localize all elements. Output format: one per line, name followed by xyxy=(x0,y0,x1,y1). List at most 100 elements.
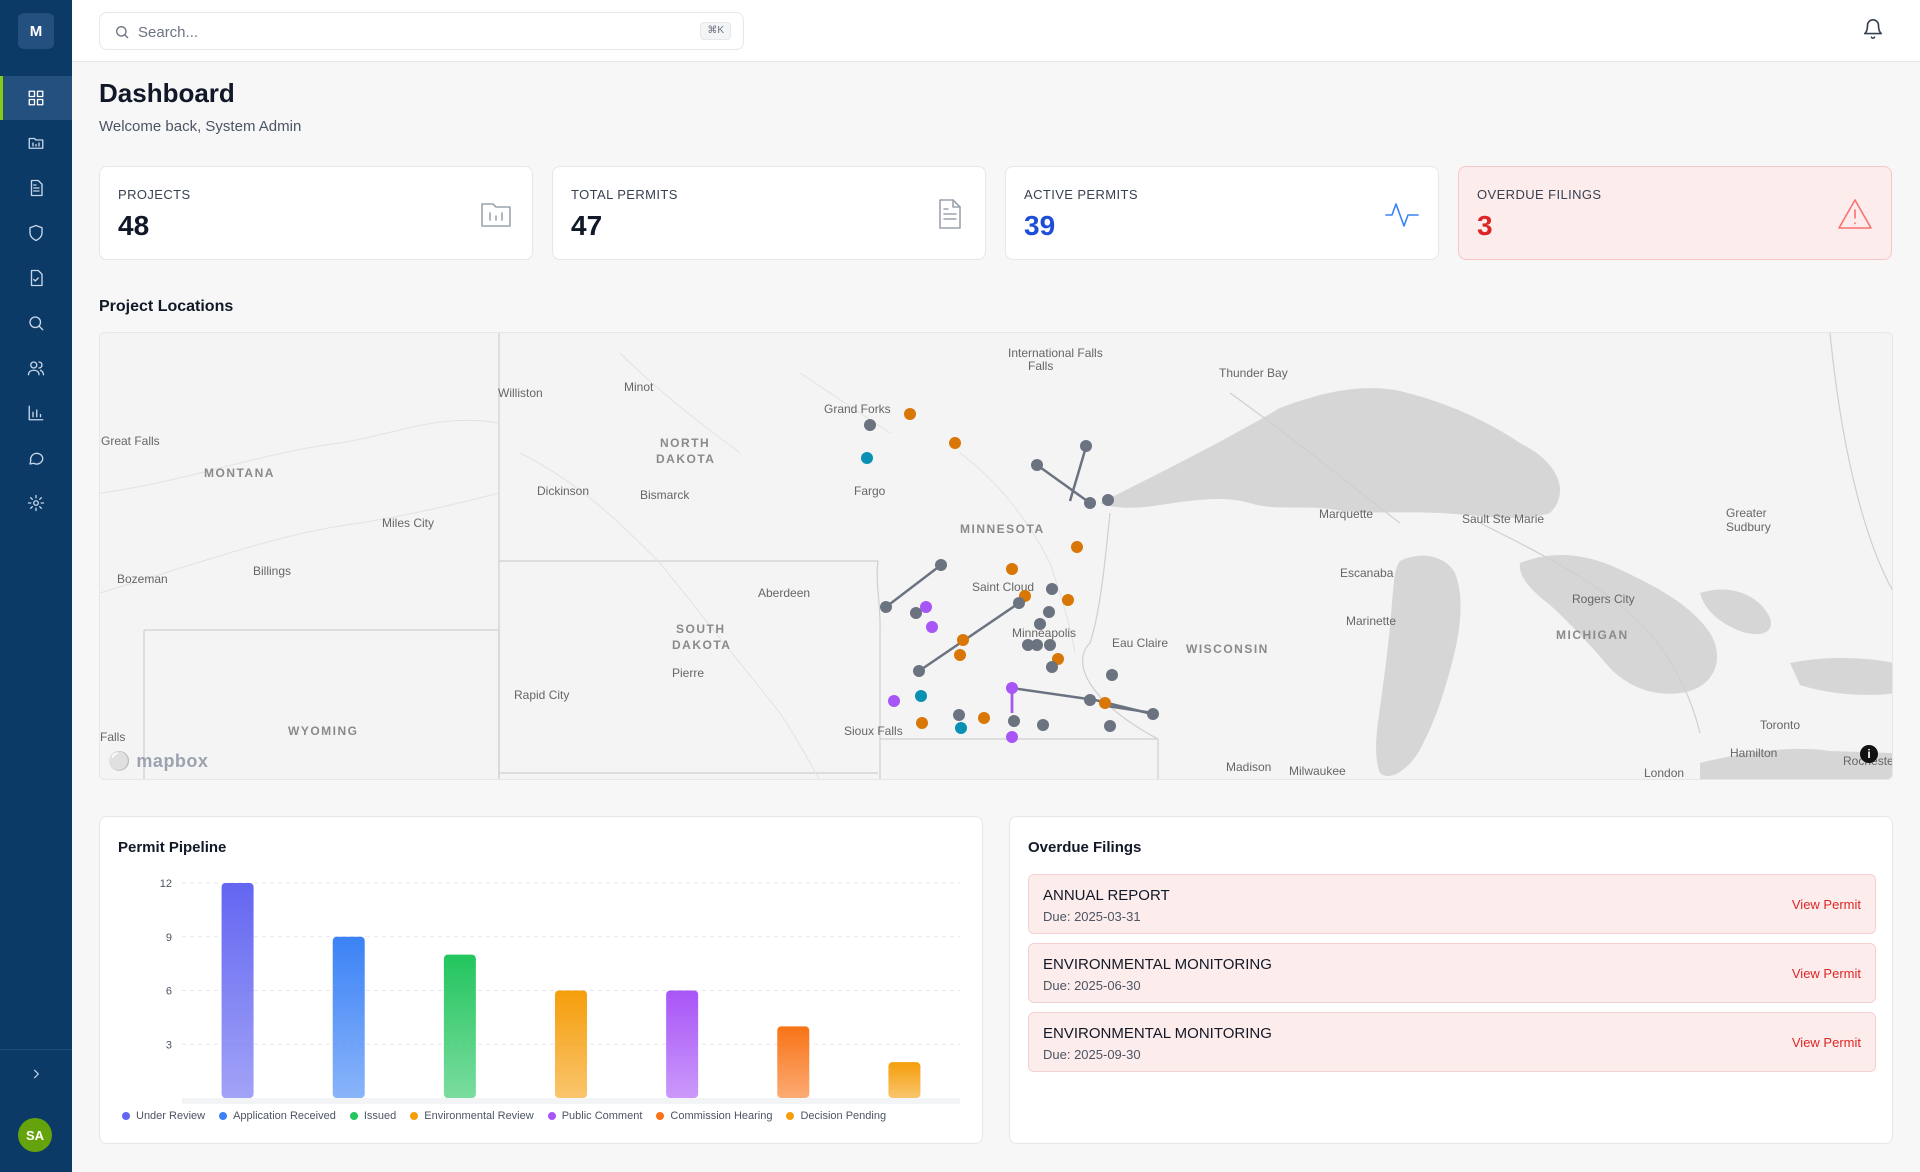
sidebar-item-compliance[interactable] xyxy=(0,211,72,255)
document-icon xyxy=(931,196,967,232)
project-marker[interactable] xyxy=(935,559,947,571)
project-marker[interactable] xyxy=(888,695,900,707)
project-marker[interactable] xyxy=(978,712,990,724)
project-marker[interactable] xyxy=(916,717,928,729)
project-marker[interactable] xyxy=(1037,719,1049,731)
view-permit-link[interactable]: View Permit xyxy=(1791,897,1861,912)
sidebar-item-filings[interactable] xyxy=(0,256,72,300)
stat-card-active-permits[interactable]: ACTIVE PERMITS 39 xyxy=(1005,166,1439,260)
sidebar-item-messages[interactable] xyxy=(0,436,72,480)
map-label: Eau Claire xyxy=(1112,636,1168,650)
project-marker[interactable] xyxy=(1080,440,1092,452)
project-marker[interactable] xyxy=(880,601,892,613)
project-marker[interactable] xyxy=(1022,639,1034,651)
chart-bar[interactable] xyxy=(443,954,476,1098)
project-marker[interactable] xyxy=(926,621,938,633)
project-marker[interactable] xyxy=(920,601,932,613)
bar-chart-icon xyxy=(28,405,44,421)
chart-bar[interactable] xyxy=(221,883,254,1098)
project-marker[interactable] xyxy=(1006,682,1018,694)
y-tick-label: 12 xyxy=(160,878,172,890)
project-marker[interactable] xyxy=(1006,563,1018,575)
legend-item[interactable]: Under Review xyxy=(122,1110,205,1122)
project-marker[interactable] xyxy=(949,437,961,449)
notifications-button[interactable] xyxy=(1862,18,1886,42)
project-marker[interactable] xyxy=(915,690,927,702)
project-marker[interactable] xyxy=(864,419,876,431)
legend-item[interactable]: Issued xyxy=(349,1110,396,1122)
legend-item[interactable]: Public Comment xyxy=(547,1110,642,1122)
chart-bar[interactable] xyxy=(666,990,699,1099)
project-marker[interactable] xyxy=(913,665,925,677)
lake-superior xyxy=(1100,388,1560,518)
project-marker[interactable] xyxy=(1043,606,1055,618)
legend-item[interactable]: Decision Pending xyxy=(786,1110,886,1122)
project-marker[interactable] xyxy=(1147,708,1159,720)
view-permit-link[interactable]: View Permit xyxy=(1791,1035,1861,1050)
stat-card-projects[interactable]: PROJECTS 48 xyxy=(99,166,533,260)
map-label: Falls xyxy=(100,730,125,744)
project-marker[interactable] xyxy=(1106,669,1118,681)
search-box[interactable]: ⌘K xyxy=(99,12,744,50)
map-label: Williston xyxy=(498,386,543,400)
project-marker[interactable] xyxy=(1062,594,1074,606)
chart-bar[interactable] xyxy=(888,1062,921,1098)
stat-card-overdue-filings[interactable]: OVERDUE FILINGS 3 xyxy=(1458,166,1892,260)
sidebar-item-users[interactable] xyxy=(0,346,72,390)
legend-item[interactable]: Application Received xyxy=(219,1110,336,1122)
sidebar-item-dashboard[interactable] xyxy=(0,76,72,120)
sidebar-item-settings[interactable] xyxy=(0,481,72,525)
legend-item[interactable]: Environmental Review xyxy=(410,1110,534,1122)
map-label: Madison xyxy=(1226,760,1271,774)
project-marker[interactable] xyxy=(1046,583,1058,595)
project-marker[interactable] xyxy=(1046,661,1058,673)
legend-item[interactable]: Commission Hearing xyxy=(656,1110,772,1122)
chart-bar[interactable] xyxy=(555,990,587,1099)
filing-due-date: Due: 2025-06-30 xyxy=(1043,978,1141,993)
project-marker[interactable] xyxy=(1031,459,1043,471)
mapbox-attribution: mapbox xyxy=(136,751,209,771)
project-markers xyxy=(861,408,1159,743)
chart-bar[interactable] xyxy=(332,936,365,1098)
user-avatar[interactable]: SA xyxy=(18,1118,52,1152)
project-locations-map[interactable]: International Falls Falls Thunder Bay Wi… xyxy=(99,332,1893,780)
map-label: Minot xyxy=(624,380,654,394)
project-marker[interactable] xyxy=(1044,639,1056,651)
sidebar-item-reports[interactable] xyxy=(0,391,72,435)
sidebar-item-projects[interactable] xyxy=(0,121,72,165)
stat-label: TOTAL PERMITS xyxy=(571,187,678,202)
project-marker[interactable] xyxy=(1031,639,1043,651)
project-marker[interactable] xyxy=(1006,731,1018,743)
map-label: International Falls xyxy=(1008,346,1103,360)
view-permit-link[interactable]: View Permit xyxy=(1791,966,1861,981)
chart-baseline xyxy=(182,1098,960,1104)
chart-bar[interactable] xyxy=(777,1026,810,1098)
project-marker[interactable] xyxy=(955,722,967,734)
project-marker[interactable] xyxy=(1071,541,1083,553)
project-marker[interactable] xyxy=(910,607,922,619)
search-icon xyxy=(116,26,129,39)
project-marker[interactable] xyxy=(1104,720,1116,732)
project-marker[interactable] xyxy=(1099,697,1111,709)
project-marker[interactable] xyxy=(904,408,916,420)
project-marker[interactable] xyxy=(1102,494,1114,506)
map-info-button[interactable]: i xyxy=(1860,745,1878,763)
project-marker[interactable] xyxy=(1084,497,1096,509)
sidebar-item-search[interactable] xyxy=(0,301,72,345)
project-marker[interactable] xyxy=(954,649,966,661)
map-label: Saint Cloud xyxy=(972,580,1034,594)
stat-card-total-permits[interactable]: TOTAL PERMITS 47 xyxy=(552,166,986,260)
project-marker[interactable] xyxy=(1008,715,1020,727)
app-logo[interactable]: M xyxy=(18,13,54,49)
project-marker[interactable] xyxy=(953,709,965,721)
project-marker[interactable] xyxy=(1034,618,1046,630)
sidebar-item-permits[interactable] xyxy=(0,166,72,210)
legend-label: Under Review xyxy=(136,1110,206,1122)
search-input[interactable] xyxy=(138,21,658,43)
stat-value: 39 xyxy=(1024,210,1056,241)
project-marker[interactable] xyxy=(1084,694,1096,706)
sidebar-expand-button[interactable] xyxy=(0,1054,72,1094)
project-marker[interactable] xyxy=(1013,597,1025,609)
project-marker[interactable] xyxy=(957,634,969,646)
project-marker[interactable] xyxy=(861,452,873,464)
